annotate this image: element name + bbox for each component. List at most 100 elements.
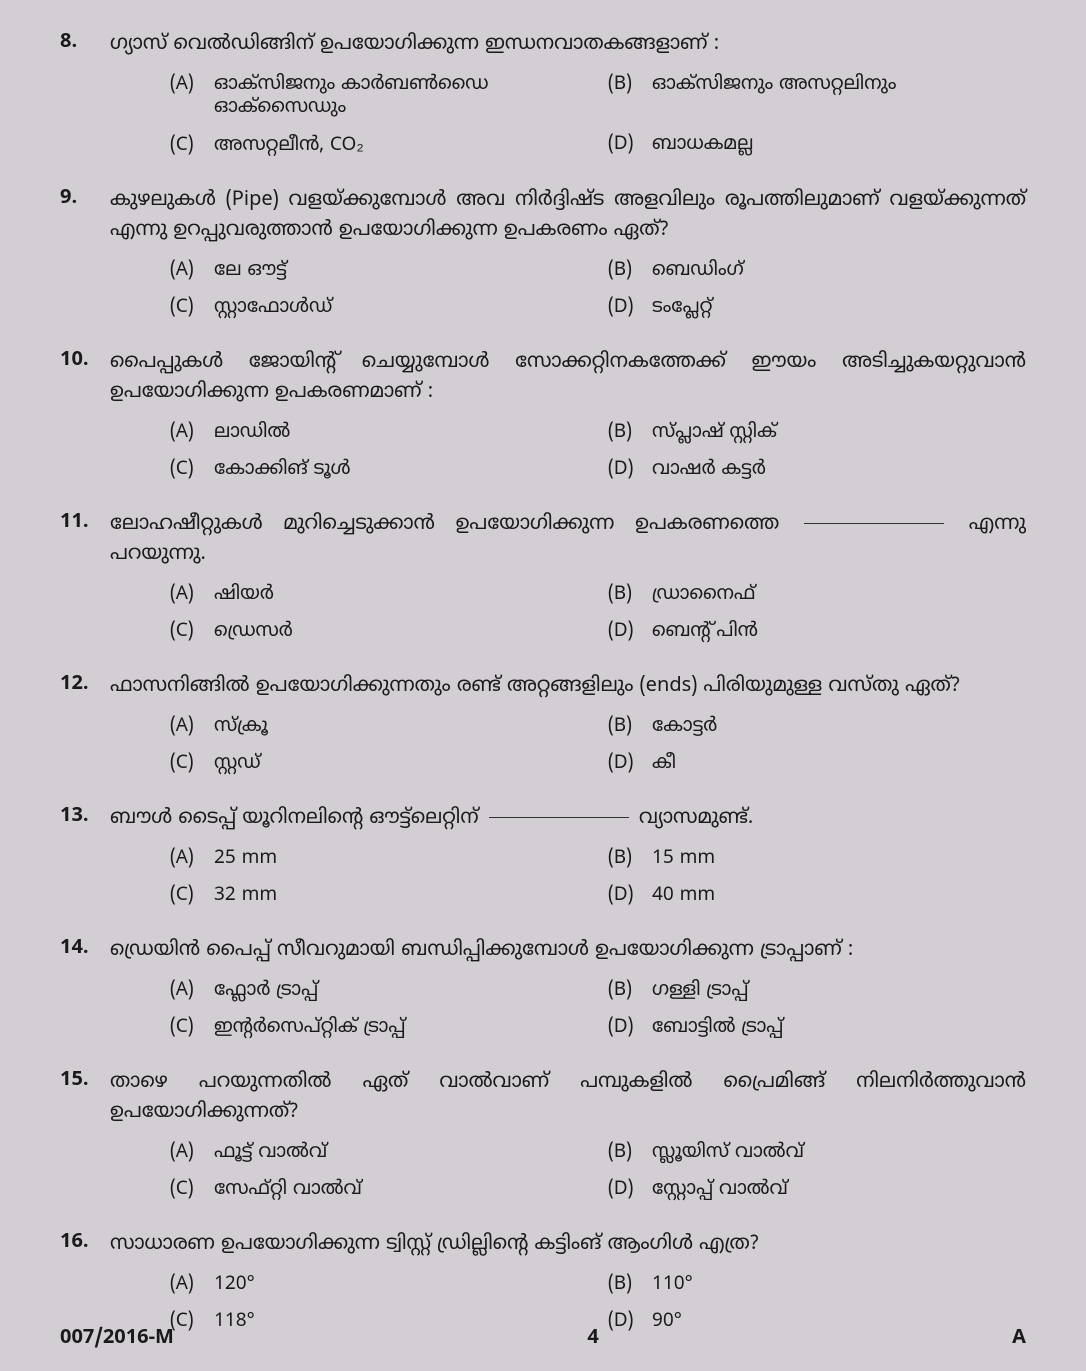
question-number: 12. — [60, 672, 110, 776]
option-text: ഓക്സിജനും അസറ്റലിനും — [652, 74, 896, 97]
question-number: 8. — [60, 30, 110, 158]
option-label: (B) — [608, 980, 652, 1003]
option-text: ഫൂട്ട് വാൽവ് — [214, 1142, 327, 1165]
option-d: (D)കീ — [608, 753, 1026, 776]
option-d: (D)സ്റ്റോപ്പ് വാൽവ് — [608, 1179, 1026, 1202]
question-text: ഫാസനിങ്ങിൽ ഉപയോഗിക്കുന്നതും രണ്ട് അറ്റങ്… — [110, 672, 1026, 702]
option-text: ലാഡിൽ — [214, 422, 290, 445]
question-number: 10. — [60, 348, 110, 482]
question: 13.ബൗൾ ടൈപ്പ് യൂറിനലിന്റെ ഔട്ട്‌ലെറ്റിന്… — [60, 804, 1026, 908]
paper-code: 007/2016-M — [60, 1326, 174, 1351]
option-text: സ്റ്റോപ്പ് വാൽവ് — [652, 1179, 788, 1202]
option-text: ബോട്ടിൽ ട്രാപ്പ് — [652, 1017, 783, 1040]
question-content: ഡ്രെയിൻ പൈപ്പ് സീവറുമായി ബന്ധിപ്പിക്കുമ്… — [110, 936, 1026, 1040]
question-text-part: ബൗൾ ടൈപ്പ് യൂറിനലിന്റെ ഔട്ട്‌ലെറ്റിന് — [110, 806, 485, 831]
option-label: (A) — [170, 422, 214, 445]
option-label: (C) — [170, 753, 214, 776]
option-text: ഓക്സിജനും കാർബൺഡൈ ഓക്സൈഡും — [214, 74, 588, 120]
option-label: (D) — [608, 621, 652, 644]
option-label: (D) — [608, 134, 652, 157]
options-grid: (A)ഓക്സിജനും കാർബൺഡൈ ഓക്സൈഡും (B)ഓക്സിജനു… — [110, 74, 1026, 158]
question: 10.പൈപ്പുകൾ ജോയിന്റ് ചെയ്യുമ്പോൾ സോക്കറ്… — [60, 348, 1026, 482]
question-text: ഡ്രെയിൻ പൈപ്പ് സീവറുമായി ബന്ധിപ്പിക്കുമ്… — [110, 936, 1026, 966]
option-label: (B) — [608, 716, 652, 739]
option-label: (A) — [170, 1274, 214, 1297]
option-a: (A)ലേ ഔട്ട് — [170, 260, 588, 283]
question: 8.ഗ്യാസ് വെൽഡിങ്ങിന് ഉപയോഗിക്കുന്ന ഇന്ധന… — [60, 30, 1026, 158]
option-text: 15 mm — [652, 848, 715, 871]
option-a: (A)ഫൂട്ട് വാൽവ് — [170, 1142, 588, 1165]
option-text: ബെന്റ് പിൻ — [652, 621, 758, 644]
option-label: (C) — [170, 459, 214, 482]
question-text: താഴെ പറയുന്നതിൽ ഏത് വാൽവാണ് പമ്പുകളിൽ പ്… — [110, 1068, 1026, 1128]
option-label: (B) — [608, 1274, 652, 1297]
option-b: (B)110° — [608, 1274, 1026, 1297]
option-label: (A) — [170, 716, 214, 739]
question-number: 15. — [60, 1068, 110, 1202]
option-label: (A) — [170, 584, 214, 607]
options-grid: (A)25 mm(B)15 mm(C)32 mm(D)40 mm — [110, 848, 1026, 908]
question-content: ബൗൾ ടൈപ്പ് യൂറിനലിന്റെ ഔട്ട്‌ലെറ്റിന് വ്… — [110, 804, 1026, 908]
option-label: (B) — [608, 260, 652, 283]
option-label: (D) — [608, 459, 652, 482]
options-grid: (A)120°(B)110°(C)118°(D)90° — [110, 1274, 1026, 1334]
option-label: (D) — [608, 885, 652, 908]
option-a: (A)120° — [170, 1274, 588, 1297]
option-c: (C)കോക്കിങ് ടൂൾ — [170, 459, 588, 482]
option-text: ടംപ്ലേറ്റ് — [652, 297, 712, 320]
option-label: (A) — [170, 848, 214, 871]
option-label: (D) — [608, 753, 652, 776]
option-text: സ്ക്രൂ — [214, 716, 268, 739]
options-grid: (A)ഫ്ലോർ ട്രാപ്പ്(B)ഗള്ളി ട്രാപ്പ്(C)ഇന്… — [110, 980, 1026, 1040]
question: 14.ഡ്രെയിൻ പൈപ്പ് സീവറുമായി ബന്ധിപ്പിക്ക… — [60, 936, 1026, 1040]
question-content: ഫാസനിങ്ങിൽ ഉപയോഗിക്കുന്നതും രണ്ട് അറ്റങ്… — [110, 672, 1026, 776]
options-grid: (A)ലാഡിൽ (B)സ്പ്ലാഷ് സ്റ്റിക് (C)കോക്കിങ് … — [110, 422, 1026, 482]
option-a: (A)സ്ക്രൂ — [170, 716, 588, 739]
option-a: (A)ഓക്സിജനും കാർബൺഡൈ ഓക്സൈഡും — [170, 74, 588, 120]
page-footer: 007/2016-M 4 A — [60, 1326, 1026, 1351]
option-c: (C)ഡ്രെസർ — [170, 621, 588, 644]
question-text: പൈപ്പുകൾ ജോയിന്റ് ചെയ്യുമ്പോൾ സോക്കറ്റിന… — [110, 348, 1026, 408]
question-content: ഗ്യാസ് വെൽഡിങ്ങിന് ഉപയോഗിക്കുന്ന ഇന്ധനവാ… — [110, 30, 1026, 158]
question-text-part: ലോഹഷീറ്റുകൾ മുറിച്ചെടുക്കാൻ ഉപയോഗിക്കുന്… — [110, 512, 800, 537]
option-label: (C) — [170, 297, 214, 320]
option-d: (D)40 mm — [608, 885, 1026, 908]
option-c: (C)സ്റ്റഡ് — [170, 753, 588, 776]
question-text-part: വ്യാസമുണ്ട്. — [633, 806, 753, 831]
option-c: (C)അസറ്റലീൻ, CO₂ — [170, 134, 588, 158]
question: 15.താഴെ പറയുന്നതിൽ ഏത് വാൽവാണ് പമ്പുകളിൽ… — [60, 1068, 1026, 1202]
option-text: വാഷർ കട്ടർ — [652, 459, 766, 482]
option-b: (B)ഡ്രാനൈഫ് — [608, 584, 1026, 607]
option-b: (B)ബെഡിംഗ് — [608, 260, 1026, 283]
option-label: (B) — [608, 1142, 652, 1165]
option-b: (B)ഓക്സിജനും അസറ്റലിനും — [608, 74, 1026, 120]
option-text: കോക്കിങ് ടൂൾ — [214, 459, 351, 482]
question-number: 11. — [60, 510, 110, 644]
option-label: (B) — [608, 422, 652, 445]
option-d: (D)ബാധകമല്ല — [608, 134, 1026, 158]
question-text: ഗ്യാസ് വെൽഡിങ്ങിന് ഉപയോഗിക്കുന്ന ഇന്ധനവാ… — [110, 30, 1026, 60]
option-label: (A) — [170, 260, 214, 283]
option-c: (C)സേഫ്റ്റി വാൽവ് — [170, 1179, 588, 1202]
question-number: 16. — [60, 1230, 110, 1334]
option-label: (B) — [608, 584, 652, 607]
option-a: (A)ഷിയർ — [170, 584, 588, 607]
option-b: (B)സ്പ്ലാഷ് സ്റ്റിക് — [608, 422, 1026, 445]
question-text: ലോഹഷീറ്റുകൾ മുറിച്ചെടുക്കാൻ ഉപയോഗിക്കുന്… — [110, 510, 1026, 570]
option-label: (D) — [608, 1017, 652, 1040]
option-text: സ്റ്റഡ് — [214, 753, 260, 776]
option-text: സ്റ്റാഫോൾഡ് — [214, 297, 332, 320]
option-label: (A) — [170, 1142, 214, 1165]
option-d: (D)ബോട്ടിൽ ട്രാപ്പ് — [608, 1017, 1026, 1040]
question-number: 13. — [60, 804, 110, 908]
options-grid: (A)ലേ ഔട്ട്(B)ബെഡിംഗ്(C)സ്റ്റാഫോൾഡ്(D)ടം… — [110, 260, 1026, 320]
option-b: (B)സ്ലൂയിസ് വാൽവ് — [608, 1142, 1026, 1165]
option-text: ഡ്രാനൈഫ് — [652, 584, 755, 607]
option-c: (C)32 mm — [170, 885, 588, 908]
option-text: 40 mm — [652, 885, 715, 908]
option-text: 25 mm — [214, 848, 277, 871]
option-text: സ്പ്ലാഷ് സ്റ്റിക് — [652, 422, 777, 445]
option-text: ഡ്രെസർ — [214, 621, 293, 644]
option-text: ഷിയർ — [214, 584, 274, 607]
option-d: (D)ബെന്റ് പിൻ — [608, 621, 1026, 644]
